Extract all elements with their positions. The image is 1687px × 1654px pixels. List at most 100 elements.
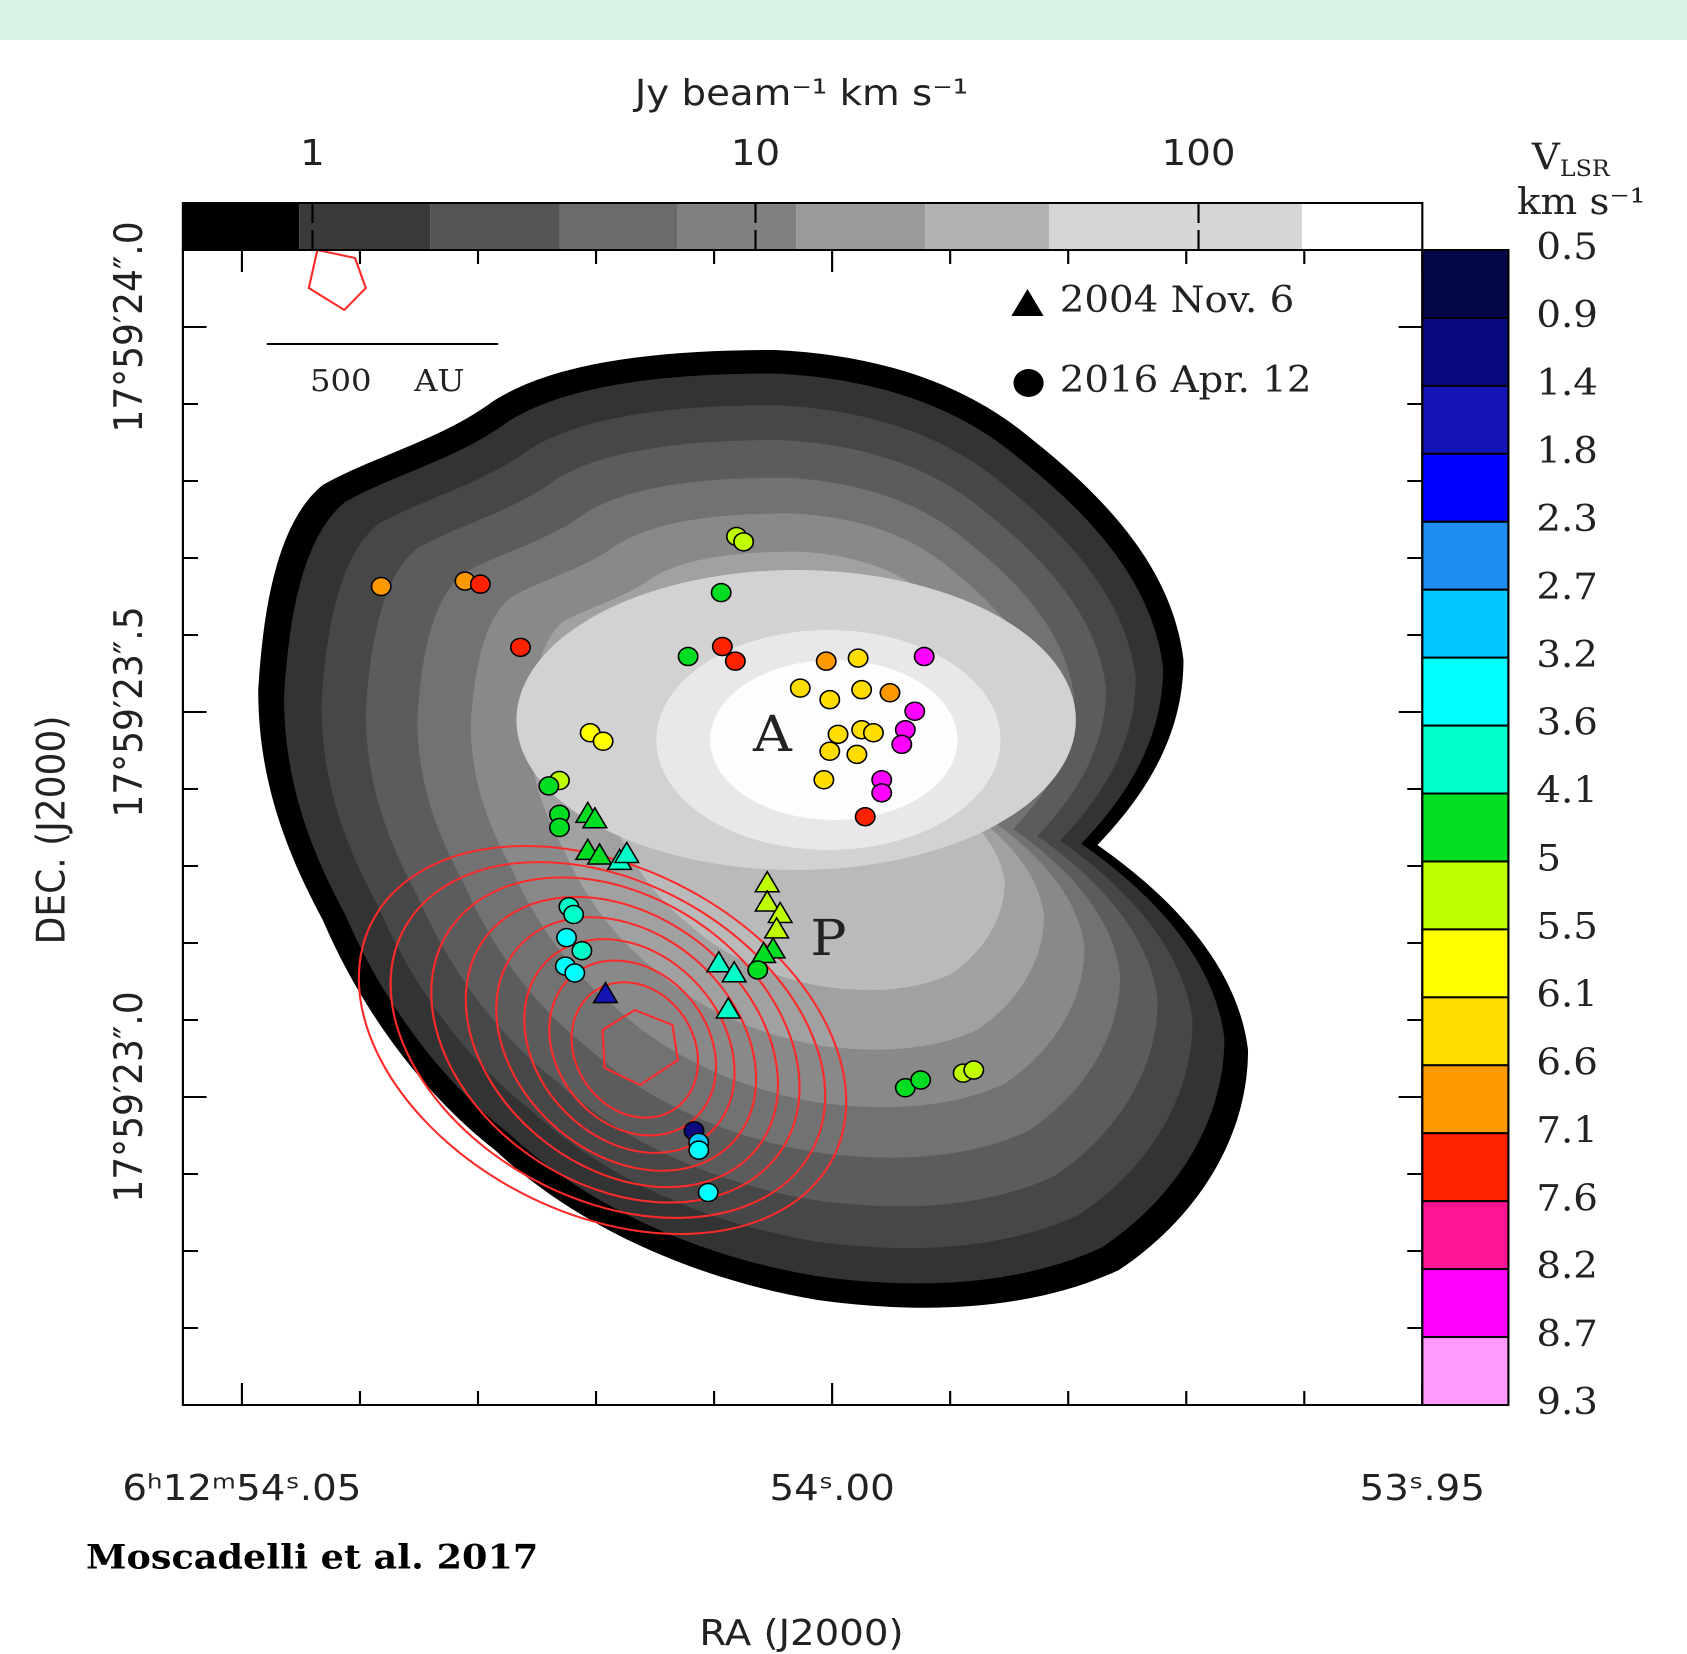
top-colorbar-step bbox=[182, 203, 300, 250]
velocity-colorbar-label: 3.6 bbox=[1536, 701, 1598, 743]
maser-spot-2004 bbox=[705, 950, 733, 973]
velocity-colorbar-label: 6.1 bbox=[1536, 973, 1598, 1015]
maser-spot-2016 bbox=[963, 1060, 985, 1080]
top-colorbar-step bbox=[299, 203, 431, 250]
velocity-colorbar-unit: km s⁻¹ bbox=[1517, 180, 1645, 222]
top-colorbar-step bbox=[796, 203, 926, 250]
maser-spot-2016 bbox=[819, 741, 841, 762]
x-axis-label: RA (J2000) bbox=[699, 1611, 903, 1653]
maser-spot-2016 bbox=[677, 646, 699, 667]
velocity-colorbar-bin bbox=[1421, 1064, 1510, 1135]
y-axis-label: DEC. (J2000) bbox=[28, 716, 74, 945]
velocity-colorbar-label: 7.6 bbox=[1536, 1177, 1598, 1219]
velocity-colorbar-label: 9.3 bbox=[1536, 1380, 1598, 1422]
velocity-colorbar-bin bbox=[1421, 928, 1510, 999]
legend-label: 2004 Nov. 6 bbox=[1060, 278, 1295, 320]
top-colorbar-step bbox=[677, 203, 797, 250]
legend-marker bbox=[1011, 289, 1044, 316]
maser-spot-2016 bbox=[862, 723, 884, 743]
y-tick-label: 17°59′24″.0 bbox=[106, 221, 152, 432]
velocity-colorbar-bin bbox=[1421, 996, 1510, 1067]
velocity-colorbar-label: 5.5 bbox=[1536, 905, 1598, 947]
maser-spot-2016 bbox=[510, 637, 531, 658]
annotation: P bbox=[810, 910, 846, 968]
maser-spot-2004 bbox=[586, 842, 613, 865]
maser-spot-2016 bbox=[851, 679, 873, 700]
maser-spot-2016 bbox=[556, 927, 578, 948]
velocity-colorbar-label: 6.6 bbox=[1536, 1041, 1598, 1083]
velocity-colorbar-bin bbox=[1421, 1268, 1510, 1339]
maser-spot-2016 bbox=[846, 744, 868, 765]
velocity-colorbar-bin bbox=[1421, 792, 1510, 863]
velocity-colorbar-label: 1.4 bbox=[1536, 361, 1598, 403]
x-tick-label: 53ˢ.95 bbox=[1360, 1466, 1485, 1508]
maser-spot-2004 bbox=[592, 981, 619, 1004]
top-colorbar-tick-label: 100 bbox=[1162, 131, 1236, 173]
velocity-colorbar-label: 2.3 bbox=[1536, 497, 1598, 539]
velocity-colorbar-label: 5 bbox=[1536, 837, 1561, 879]
credit: Moscadelli et al. 2017 bbox=[86, 1538, 538, 1577]
maser-spot-2016 bbox=[538, 776, 560, 796]
legend-label: 2016 Apr. 12 bbox=[1060, 358, 1312, 400]
top-colorbar-step bbox=[1048, 203, 1302, 250]
velocity-colorbar-label: 7.1 bbox=[1536, 1109, 1598, 1151]
maser-spot-2016 bbox=[891, 734, 913, 755]
maser-spot-2016 bbox=[879, 683, 901, 703]
velocity-colorbar-bin bbox=[1421, 588, 1510, 659]
velocity-colorbar-bin bbox=[1421, 316, 1510, 387]
velocity-colorbar-bin bbox=[1421, 1132, 1510, 1203]
top-colorbar-step bbox=[559, 203, 678, 250]
maser-spot-2016 bbox=[827, 724, 849, 745]
annotation: A bbox=[752, 706, 792, 764]
maser-spot-2016 bbox=[913, 646, 935, 667]
velocity-colorbar-bin bbox=[1421, 724, 1510, 795]
velocity-colorbar-bin bbox=[1421, 656, 1510, 727]
maser-spot-2016 bbox=[854, 806, 876, 827]
maser-spot-2016 bbox=[711, 636, 733, 657]
maser-spot-2004 bbox=[613, 840, 640, 864]
velocity-colorbar-label: 0.9 bbox=[1536, 293, 1598, 335]
velocity-colorbar-label: 8.2 bbox=[1536, 1245, 1598, 1287]
velocity-colorbar-label: 2.7 bbox=[1536, 565, 1598, 607]
velocity-colorbar-title: VLSR bbox=[1531, 135, 1611, 181]
velocity-colorbar-label: 3.2 bbox=[1536, 633, 1598, 675]
maser-spot-2016 bbox=[724, 651, 746, 671]
maser-spot-2016 bbox=[548, 817, 570, 838]
maser-spot-2016 bbox=[733, 532, 755, 552]
velocity-symbol: V bbox=[1531, 135, 1561, 177]
velocity-colorbar-label: 0.5 bbox=[1536, 225, 1598, 267]
velocity-colorbar-bin bbox=[1421, 860, 1510, 931]
y-tick-label: 17°59′23″.0 bbox=[106, 991, 152, 1202]
x-tick-label: 54ˢ.00 bbox=[769, 1466, 894, 1508]
maser-spot-2004 bbox=[720, 960, 748, 983]
velocity-colorbar-bin bbox=[1421, 384, 1510, 455]
maser-spot-2016 bbox=[571, 940, 593, 961]
top-colorbar-tick-label: 10 bbox=[731, 131, 780, 173]
maser-spot-2004 bbox=[754, 889, 781, 912]
maser-spot-2016 bbox=[813, 770, 835, 790]
scale-bar-label: 500 AU bbox=[310, 364, 465, 399]
maser-spot-2016 bbox=[819, 689, 841, 710]
top-colorbar-step bbox=[925, 203, 1049, 250]
maser-spot-2016 bbox=[688, 1140, 710, 1160]
top-colorbar-tick-label: 1 bbox=[300, 131, 325, 173]
intensity-map bbox=[258, 350, 1249, 1308]
velocity-colorbar-bin bbox=[1421, 452, 1510, 523]
maser-spot-2004 bbox=[715, 996, 742, 1019]
maser-spot-2016 bbox=[789, 678, 811, 698]
velocity-colorbar-label: 1.8 bbox=[1536, 429, 1598, 471]
maser-spot-2016 bbox=[904, 701, 926, 721]
velocity-colorbar-label: 8.7 bbox=[1536, 1313, 1598, 1355]
top-colorbar-step bbox=[430, 203, 560, 250]
velocity-colorbar-bin bbox=[1421, 1200, 1510, 1271]
top-colorbar-label: Jy beam⁻¹ km s⁻¹ bbox=[633, 71, 968, 113]
maser-spot-2016 bbox=[469, 574, 491, 594]
velocity-colorbar-bin bbox=[1421, 249, 1510, 319]
header-band bbox=[0, 0, 1687, 40]
maser-spot-2016 bbox=[710, 582, 732, 603]
maser-spot-2004 bbox=[763, 916, 790, 939]
maser-spot-2016 bbox=[910, 1070, 932, 1090]
maser-spot-2016 bbox=[847, 648, 869, 668]
